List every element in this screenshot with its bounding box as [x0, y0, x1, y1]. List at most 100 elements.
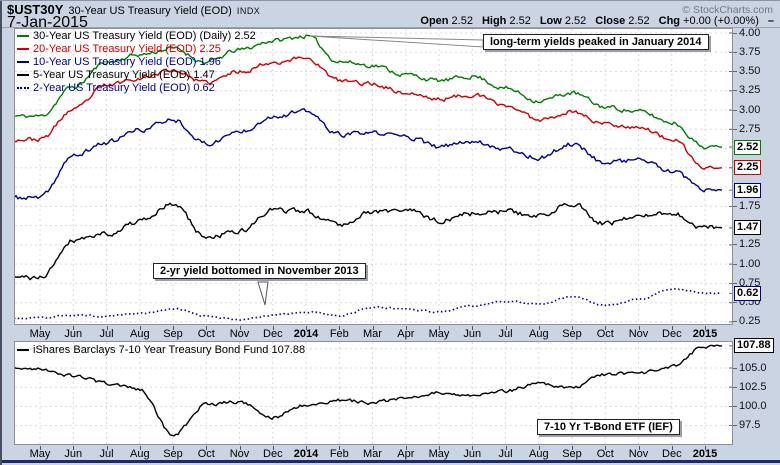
series-line-yield-10y [14, 108, 723, 201]
legend-line-marker [17, 349, 29, 352]
x-axis-month-label: Jul [99, 328, 114, 340]
y-axis-tick-label: 102.5 [739, 381, 767, 393]
ytick-mark [733, 302, 737, 303]
yields-legend: 30-Year US Treasury Yield (EOD) (Daily) … [17, 30, 256, 95]
y-axis-tick-label: 100.0 [739, 400, 767, 412]
x-axis-tick-mark [272, 326, 274, 330]
legend-item: 30-Year US Treasury Yield (EOD) (Daily) … [17, 30, 256, 43]
x-axis-tick-mark [239, 326, 241, 330]
x-axis-tick-mark [705, 326, 706, 330]
legend-line-marker [17, 87, 29, 90]
x-axis-month-label: Aug [529, 328, 549, 340]
x-axis-month-label: Jul [99, 448, 114, 460]
ytick-mark [733, 90, 737, 91]
x-axis-tick-mark [638, 446, 640, 450]
legend-item: 20-Year US Treasury Yield (EOD) 2.25 [17, 43, 256, 56]
ytick-mark [733, 368, 737, 369]
quote-chg: Chg +0.00 (+0.00%) [658, 15, 759, 27]
x-axis-month-label: Sep [163, 448, 183, 460]
x-axis-month-label: Apr [397, 328, 415, 340]
x-axis-month-label: Nov [628, 328, 649, 340]
y-axis-tick-label: 1.25 [739, 238, 761, 250]
ytick-mark [733, 283, 737, 284]
x-axis-month-label: Jul [498, 448, 513, 460]
x-axis-month-label: 2015 [692, 448, 718, 460]
yields-chart-plot [14, 28, 733, 325]
x-axis-tick-mark [40, 326, 41, 330]
legend-line-marker [17, 48, 29, 51]
x-axis-tick-mark [572, 326, 573, 330]
x-axis-tick-mark [405, 326, 407, 330]
y-axis-last-value-box: 2.25 [734, 160, 762, 175]
copyright-text: © StockCharts.com [682, 4, 773, 16]
x-axis-month-label: Aug [130, 328, 150, 340]
x-axis-tick-mark [139, 326, 141, 330]
y-axis-last-value-box: 107.88 [734, 338, 774, 353]
bottom-border-bar [0, 460, 780, 463]
y-axis-tick-label: 3.25 [739, 84, 761, 96]
x-axis-month-label: Dec [662, 448, 682, 460]
annotation-peak-callout: long-term yields peaked in January 2014 [483, 34, 709, 50]
x-axis-tick-mark [239, 446, 241, 450]
ief-xaxis-months: May Jun Jul Aug Sep Oct Nov Dec 2014 Feb Mar Apr May… [14, 446, 733, 461]
legend-label: 20-Year US Treasury Yield (EOD) 2.25 [33, 43, 221, 55]
yields-xaxis-months: May Jun Jul Aug Sep Oct Nov Dec 2014 Feb Mar Apr May… [14, 326, 733, 341]
legend-label: 10-Year US Treasury Yield (EOD) 1.96 [33, 56, 221, 68]
legend-item: 2-Year US Treasury Yield (EOD) 0.62 [17, 82, 256, 95]
x-axis-month-label: Dec [263, 448, 283, 460]
ticker-symbol: $UST30Y [7, 2, 64, 17]
x-axis-tick-mark [439, 446, 440, 450]
x-axis-month-label: May [29, 448, 51, 460]
yields-chart-svg [14, 28, 733, 325]
x-axis-tick-mark [538, 446, 540, 450]
x-axis-month-label: May [428, 328, 450, 340]
x-axis-month-label: 2015 [692, 328, 718, 340]
y-axis-last-value-box: 2.52 [734, 140, 762, 155]
x-axis-tick-mark [372, 326, 374, 330]
legend-line-marker [17, 74, 29, 77]
x-axis-month-label: Oct [596, 328, 614, 340]
legend-item: 5-Year US Treasury Yield (EOD) 1.47 [17, 69, 256, 82]
x-axis-month-label: May [29, 328, 51, 340]
legend-item: 10-Year US Treasury Yield (EOD) 1.96 [17, 56, 256, 69]
x-axis-month-label: Sep [562, 328, 582, 340]
plot-border [14, 341, 733, 445]
quote-low: Low 2.52 [539, 15, 587, 27]
y-axis-tick-label: 3.75 [739, 46, 761, 58]
x-axis-tick-mark [472, 446, 474, 450]
x-axis-month-label: Aug [130, 448, 150, 460]
x-axis-tick-mark [505, 326, 507, 330]
x-axis-month-label: Oct [596, 448, 614, 460]
series-line-yield-30y [14, 34, 723, 150]
y-axis-tick-label: 4.00 [739, 27, 761, 39]
x-axis-month-label: Dec [662, 328, 682, 340]
ohlc-quote-row: Open 2.52 High 2.52 Low 2.52 Close 2.52 Chg +0.00… [420, 15, 774, 27]
x-axis-month-label: Oct [197, 448, 215, 460]
x-axis-tick-mark [73, 446, 75, 450]
x-axis-tick-mark [572, 446, 573, 450]
ief-legend: iShares Barclays 7-10 Year Treasury Bond… [17, 344, 305, 357]
x-axis-tick-mark [272, 446, 274, 450]
ytick-mark [733, 425, 737, 426]
header-date-row: 7-Jan-2015 [7, 14, 88, 32]
x-axis-month-label: Aug [529, 448, 549, 460]
y-axis-tick-label: 105.0 [739, 362, 767, 374]
x-axis-tick-mark [173, 446, 174, 450]
annotation-2yr-bottom-callout: 2-yr yield bottomed in November 2013 [153, 263, 366, 279]
legend-label: 2-Year US Treasury Yield (EOD) 0.62 [33, 82, 215, 94]
x-axis-tick-mark [339, 326, 341, 330]
x-axis-month-label: May [428, 448, 450, 460]
quote-high: High 2.52 [481, 15, 531, 27]
x-axis-tick-mark [206, 326, 208, 330]
x-axis-tick-mark [671, 446, 673, 450]
x-axis-tick-mark [306, 446, 307, 450]
plot-border [14, 28, 733, 325]
ytick-mark [733, 264, 737, 265]
x-axis-month-label: 2014 [293, 448, 319, 460]
ytick-mark [733, 387, 737, 388]
change-flat-dash: – [767, 15, 774, 27]
x-axis-tick-mark [73, 326, 75, 330]
exchange-label: INDX [236, 6, 261, 16]
x-axis-month-label: Jun [463, 328, 482, 340]
